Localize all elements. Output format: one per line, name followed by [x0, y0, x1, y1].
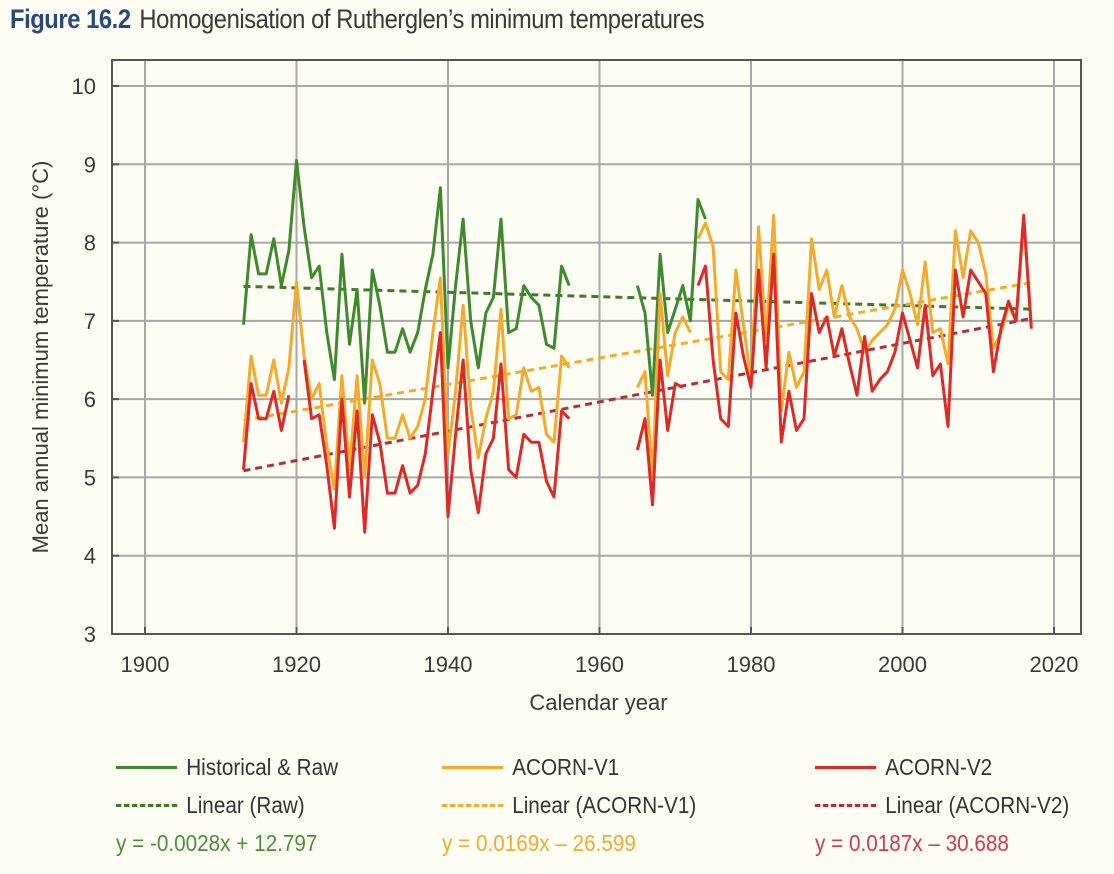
y-tick-label: 8	[84, 231, 96, 256]
legend-swatch-linear-acorn-v1	[442, 803, 504, 807]
y-tick-label: 6	[84, 387, 96, 412]
legend-item-linear-acorn-v1: Linear (ACORN-V1)	[442, 786, 696, 824]
gridlines	[112, 60, 1081, 634]
y-tick-label: 10	[72, 74, 96, 99]
legend-label: Linear (ACORN-V1)	[512, 791, 697, 818]
legend-label: Linear (ACORN-V2)	[885, 791, 1070, 818]
plot-frame	[111, 59, 1082, 635]
equation-acorn-v2: y = 0.0187x – 30.688	[815, 829, 1009, 856]
legend-label: Linear (Raw)	[186, 791, 305, 818]
y-tick-label: 9	[84, 152, 96, 177]
y-axis-ticks: 3 4 5 6 7 8 9 10	[72, 74, 119, 647]
legend-column-acorn-v1: ACORN-V1 Linear (ACORN-V1) y = 0.0169x –…	[442, 748, 725, 862]
trendlines	[243, 281, 1032, 473]
legend-item-acorn-v1: ACORN-V1	[442, 748, 696, 786]
x-tick-label: 1960	[575, 652, 624, 677]
series-acorn-v2	[242, 213, 1033, 534]
legend-swatch-linear-raw	[116, 803, 178, 807]
equation-acorn-v1: y = 0.0169x – 26.599	[442, 829, 636, 856]
y-tick-label: 5	[84, 465, 96, 490]
x-tick-label: 1940	[424, 652, 473, 677]
legend-item-historical-raw: Historical & Raw	[116, 748, 338, 786]
series-acorn-v2-segment	[696, 213, 1033, 444]
x-tick-label: 2020	[1030, 652, 1079, 677]
y-axis-title: Mean annual minimum temperature (°C)	[28, 161, 53, 554]
figure-title: Figure 16.2 Homogenisation of Rutherglen’…	[10, 4, 705, 35]
x-axis-ticks: 1900 1920 1940 1960 1980 2000 2020	[121, 627, 1079, 677]
legend-column-raw: Historical & Raw Linear (Raw) y = -0.002…	[116, 748, 363, 862]
plot-background	[112, 60, 1081, 634]
legend-swatch-raw	[116, 765, 178, 769]
legend-swatch-acorn-v2	[815, 765, 877, 769]
series-acorn-v1-segment	[242, 276, 571, 491]
series-lines	[242, 158, 1033, 534]
y-tick-label: 4	[84, 544, 96, 569]
legend-column-acorn-v2: ACORN-V2 Linear (ACORN-V2) y = 0.0187x –…	[815, 748, 1098, 862]
trendline-acorn-v1	[243, 281, 1032, 422]
x-tick-label: 1980	[727, 652, 776, 677]
legend-swatch-acorn-v1	[442, 765, 504, 769]
legend-label: Historical & Raw	[186, 753, 339, 780]
series-historical-raw-segment	[242, 158, 571, 405]
legend-label: ACORN-V1	[512, 753, 620, 780]
legend-label: ACORN-V2	[885, 753, 993, 780]
y-tick-label: 7	[84, 309, 96, 334]
x-tick-label: 2000	[878, 652, 927, 677]
x-tick-label: 1900	[121, 652, 170, 677]
y-tick-label: 3	[84, 622, 96, 647]
figure-label: Figure 16.2	[10, 4, 131, 34]
series-acorn-v2-segment	[242, 382, 291, 470]
series-acorn-v1-segment	[636, 292, 692, 479]
chart: 3 4 5 6 7 8 9 10 1900 1920 1940 1960 1980 2000 2020 C…	[28, 59, 1082, 715]
legend-item-linear-acorn-v2: Linear (ACORN-V2)	[815, 786, 1069, 824]
series-acorn-v2-segment	[302, 331, 571, 534]
legend-swatch-linear-acorn-v2	[815, 803, 877, 807]
x-axis-title: Calendar year	[529, 690, 667, 715]
figure-title-text: Homogenisation of Rutherglen’s minimum t…	[139, 4, 705, 34]
series-historical-raw	[242, 158, 707, 405]
legend: Historical & Raw Linear (Raw) y = -0.002…	[0, 748, 1114, 874]
legend-item-linear-raw: Linear (Raw)	[116, 786, 338, 824]
series-historical-raw-segment	[635, 198, 707, 397]
equation-raw: y = -0.0028x + 12.797	[116, 829, 318, 856]
trendline-acorn-v2	[243, 317, 1032, 473]
x-tick-label: 1920	[272, 652, 321, 677]
legend-item-acorn-v2: ACORN-V2	[815, 748, 1069, 786]
